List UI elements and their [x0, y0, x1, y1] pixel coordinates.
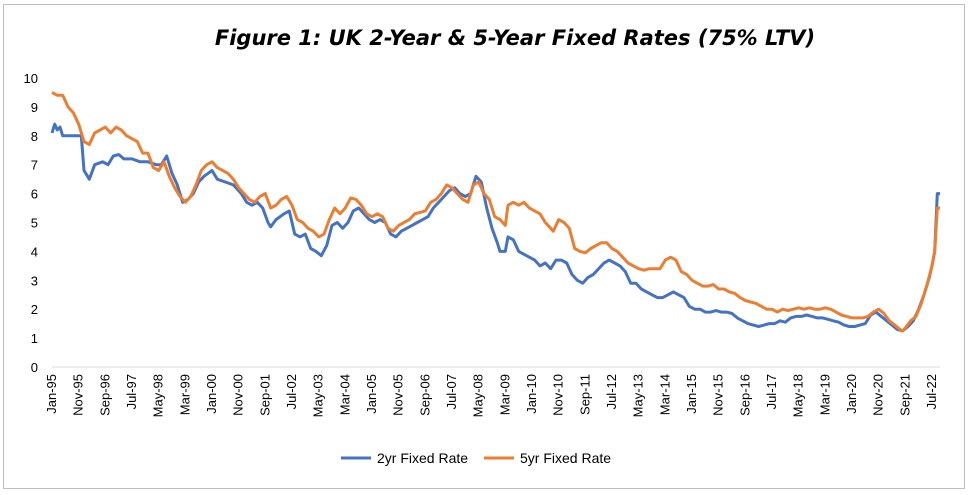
x-tick-label: May-13 — [631, 374, 646, 417]
x-tick-label: Sep-06 — [417, 374, 432, 416]
y-tick-label: 10 — [24, 71, 38, 86]
x-axis-ticks: Jan-95 Nov-95 Sep-96 Jul-97 May-98 Mar-99 Jan-… — [44, 374, 939, 417]
y-tick-label: 6 — [31, 187, 38, 202]
x-tick-label: Nov-05 — [391, 374, 406, 416]
x-tick-label: Jan-20 — [844, 374, 859, 414]
y-tick-label: 4 — [31, 244, 38, 259]
x-tick-label: Mar-04 — [337, 374, 352, 415]
x-tick-label: Jan-95 — [44, 374, 59, 414]
x-tick-label: Nov-10 — [551, 374, 566, 416]
x-tick-label: Jul-02 — [284, 374, 299, 409]
x-tick-label: Mar-09 — [497, 374, 512, 415]
legend-label: 2yr Fixed Rate — [377, 450, 468, 466]
chart-title: Figure 1: UK 2-Year & 5-Year Fixed Rates… — [214, 26, 816, 50]
y-tick-label: 1 — [31, 331, 38, 346]
x-tick-label: Nov-15 — [711, 374, 726, 416]
x-tick-label: Jan-10 — [524, 374, 539, 414]
x-tick-label: Jan-00 — [204, 374, 219, 414]
y-tick-label: 8 — [31, 129, 38, 144]
x-tick-label: Sep-16 — [737, 374, 752, 416]
x-tick-label: Sep-01 — [257, 374, 272, 416]
y-tick-label: 2 — [31, 302, 38, 317]
y-axis-ticks: 0 1 2 3 4 5 6 7 8 9 10 — [24, 71, 38, 375]
x-tick-label: May-18 — [791, 374, 806, 417]
x-tick-label: Sep-11 — [577, 374, 592, 415]
x-tick-label: Mar-14 — [657, 374, 672, 415]
series-lines — [50, 91, 940, 333]
x-tick-label: Jul-12 — [604, 374, 619, 409]
y-tick-label: 0 — [31, 360, 38, 375]
legend-label: 5yr Fixed Rate — [520, 450, 611, 466]
y-tick-label: 7 — [31, 158, 38, 173]
x-tick-label: May-03 — [311, 374, 326, 417]
x-tick-label: Mar-99 — [177, 374, 192, 415]
x-tick-label: Jan-05 — [364, 374, 379, 414]
x-tick-label: Nov-95 — [71, 374, 86, 416]
x-tick-label: May-08 — [471, 374, 486, 417]
x-tick-label: Mar-19 — [817, 374, 832, 415]
y-tick-label: 3 — [31, 273, 38, 288]
series-line-2yr — [50, 122, 940, 333]
x-tick-label: Nov-00 — [231, 374, 246, 416]
x-tick-label: Jul-22 — [924, 374, 939, 409]
chart-frame — [3, 4, 965, 489]
x-tick-label: Jul-07 — [444, 374, 459, 409]
x-tick-label: Sep-96 — [97, 374, 112, 416]
x-tick-label: Jan-15 — [684, 374, 699, 414]
legend: 2yr Fixed Rate 5yr Fixed Rate — [341, 450, 611, 466]
y-tick-label: 9 — [31, 100, 38, 115]
series-line-5yr — [51, 91, 940, 333]
y-tick-label: 5 — [31, 216, 38, 231]
x-tick-label: Nov-20 — [871, 374, 886, 416]
x-tick-label: May-98 — [151, 374, 166, 417]
x-tick-label: Jul-17 — [764, 374, 779, 409]
x-tick-label: Jul-97 — [124, 374, 139, 409]
x-tick-label: Sep-21 — [897, 374, 912, 416]
